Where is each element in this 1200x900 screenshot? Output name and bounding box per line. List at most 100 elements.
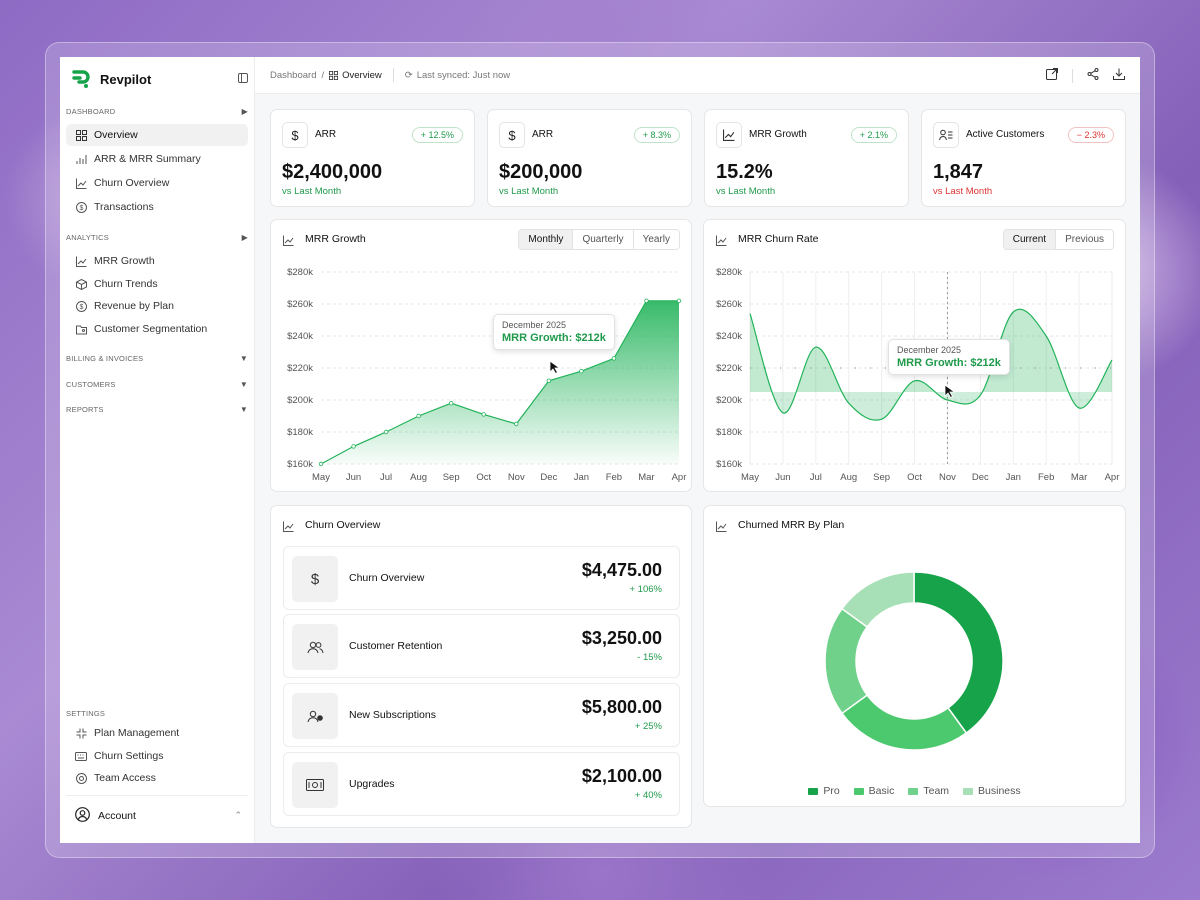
account-menu[interactable]: Account ⌃	[66, 795, 248, 835]
revpilot-logo-icon	[72, 70, 90, 88]
keyboard-icon	[75, 750, 87, 762]
section-reports[interactable]: REPORTS ▼	[66, 405, 248, 414]
tab-current[interactable]: Current	[1003, 230, 1056, 249]
legend-item-team[interactable]: Team	[908, 785, 949, 797]
section-billing-invoices[interactable]: BILLING & INVOICES ▼	[66, 354, 248, 363]
sidebar-item-label: Revenue by Plan	[94, 300, 174, 312]
svg-text:$: $	[79, 304, 83, 311]
tab-yearly[interactable]: Yearly	[632, 230, 679, 249]
tooltip-value: MRR Growth: $212k	[502, 332, 606, 344]
kpi-card-active-customers[interactable]: Active Customers − 2.3% 1,847 vs Last Mo…	[921, 109, 1126, 207]
x-tick-label: May	[741, 472, 759, 483]
tab-quarterly[interactable]: Quarterly	[572, 230, 632, 249]
tab-previous[interactable]: Previous	[1055, 230, 1113, 249]
x-tick-label: Jun	[346, 472, 361, 483]
churn-row[interactable]: Customer Retention $3,250.00 - 15%	[283, 614, 680, 678]
churn-row[interactable]: Upgrades $2,100.00 + 40%	[283, 752, 680, 816]
y-tick-label: $280k	[287, 267, 313, 278]
sidebar-item-label: Churn Trends	[94, 278, 158, 290]
sidebar-item-label: Plan Management	[94, 727, 180, 739]
sidebar-item-mrr-growth[interactable]: MRR Growth	[66, 250, 248, 272]
app-window: Revpilot DASHBOARD ▶ Overview ARR & MRR S…	[60, 57, 1140, 843]
mrr-growth-card: MRR Growth Monthly Quarterly Yearly $280…	[270, 219, 692, 492]
cursor-icon	[549, 360, 561, 374]
brand[interactable]: Revpilot	[72, 69, 151, 89]
y-tick-label: $180k	[287, 427, 313, 438]
sidebar-item-churn-overview[interactable]: Churn Overview	[66, 172, 248, 194]
share-icon[interactable]	[1087, 68, 1099, 83]
dollar-icon: $	[292, 556, 338, 602]
x-tick-label: Nov	[939, 472, 956, 483]
series-line	[320, 300, 679, 465]
x-tick-label: Apr	[672, 472, 687, 483]
kpi-sub: vs Last Month	[716, 186, 776, 197]
breadcrumb-root[interactable]: Dashboard	[270, 69, 317, 81]
x-tick-label: Mar	[1071, 472, 1087, 483]
topbar: Dashboard / Overview ⟳ Last synced: Just…	[255, 57, 1140, 94]
kpi-label: MRR Growth	[749, 129, 807, 140]
cursor-icon	[944, 384, 956, 398]
data-point	[644, 298, 649, 303]
x-tick-label: Sep	[443, 472, 460, 483]
sidebar-item-revenue-by-plan[interactable]: $ Revenue by Plan	[66, 295, 248, 317]
x-tick-label: Aug	[840, 472, 857, 483]
folder-user-icon	[75, 323, 87, 335]
sidebar-item-churn-settings[interactable]: Churn Settings	[66, 745, 248, 767]
sidebar-item-team-access[interactable]: Team Access	[66, 767, 248, 789]
tab-monthly[interactable]: Monthly	[519, 230, 573, 249]
churned-by-plan-donut[interactable]	[704, 544, 1125, 784]
donut-slice-pro	[913, 571, 1004, 735]
legend-item-basic[interactable]: Basic	[853, 785, 894, 797]
x-tick-label: Jan	[1006, 472, 1021, 483]
section-dashboard[interactable]: DASHBOARD ▶	[66, 107, 248, 116]
card-title: Churn Overview	[305, 519, 381, 531]
mrr-churn-rate-card: MRR Churn Rate Current Previous $280k $26…	[703, 219, 1126, 492]
churn-row[interactable]: New Subscriptions $5,800.00 + 25%	[283, 683, 680, 747]
external-link-icon[interactable]	[1046, 68, 1058, 83]
legend-label: Pro	[823, 785, 840, 797]
sidebar-item-label: Churn Overview	[94, 177, 170, 189]
main-content: Dashboard / Overview ⟳ Last synced: Just…	[255, 57, 1140, 843]
kpi-card-arr[interactable]: $ ARR + 12.5% $2,400,000 vs Last Month	[270, 109, 475, 207]
sidebar-item-transactions[interactable]: $ Transactions	[66, 196, 248, 218]
period-toggle: Monthly Quarterly Yearly	[518, 229, 680, 250]
series-line	[749, 308, 1113, 421]
kpi-card-mrr-growth[interactable]: MRR Growth + 2.1% 15.2% vs Last Month	[704, 109, 909, 207]
line-chart-icon	[716, 519, 727, 537]
kpi-sub: vs Last Month	[499, 186, 559, 197]
line-chart-icon	[75, 177, 87, 189]
sync-status: Last synced: Just now	[416, 69, 511, 81]
breadcrumb-separator: /	[321, 69, 325, 81]
churn-row[interactable]: $ Churn Overview $4,475.00 + 106%	[283, 546, 680, 610]
tooltip-value: MRR Growth: $212k	[897, 357, 1001, 369]
section-customers[interactable]: CUSTOMERS ▼	[66, 380, 248, 389]
sidebar-toggle-icon[interactable]	[238, 73, 248, 86]
sidebar-item-label: Team Access	[94, 772, 156, 784]
y-tick-label: $160k	[287, 459, 313, 470]
row-change: + 25%	[634, 721, 662, 732]
card-title: MRR Churn Rate	[738, 233, 819, 245]
sidebar-item-customer-segmentation[interactable]: Customer Segmentation	[66, 318, 248, 340]
sidebar-item-arr-mrr-summary[interactable]: ARR & MRR Summary	[66, 148, 248, 170]
legend-swatch	[808, 787, 819, 795]
x-tick-label: Jul	[810, 472, 822, 483]
sidebar-item-plan-management[interactable]: Plan Management	[66, 722, 248, 744]
legend-item-business[interactable]: Business	[963, 785, 1021, 797]
data-point	[676, 298, 682, 303]
sidebar-item-overview[interactable]: Overview	[66, 124, 248, 146]
mrr-churn-rate-chart[interactable]: $280k $260k $240k $220k $200k $180k $160k May Ju…	[704, 260, 1125, 490]
x-tick-label: Jul	[380, 472, 392, 483]
grid-icon	[329, 70, 339, 80]
mrr-growth-chart[interactable]: $280k $260k $240k $220k $200k $180k $160k May Ju…	[271, 260, 691, 490]
kpi-card-arr-2[interactable]: $ ARR + 8.3% $200,000 vs Last Month	[487, 109, 692, 207]
download-icon[interactable]	[1113, 68, 1125, 83]
sidebar-item-label: ARR & MRR Summary	[94, 153, 201, 165]
legend-item-pro[interactable]: Pro	[808, 785, 840, 797]
y-tick-label: $220k	[287, 363, 313, 374]
sidebar-item-churn-trends[interactable]: Churn Trends	[66, 273, 248, 295]
trend-icon	[716, 122, 742, 148]
account-icon	[75, 806, 90, 825]
x-tick-label: Mar	[638, 472, 654, 483]
kpi-badge: − 2.3%	[1067, 127, 1114, 143]
section-analytics[interactable]: ANALYTICS ▶	[66, 233, 248, 242]
